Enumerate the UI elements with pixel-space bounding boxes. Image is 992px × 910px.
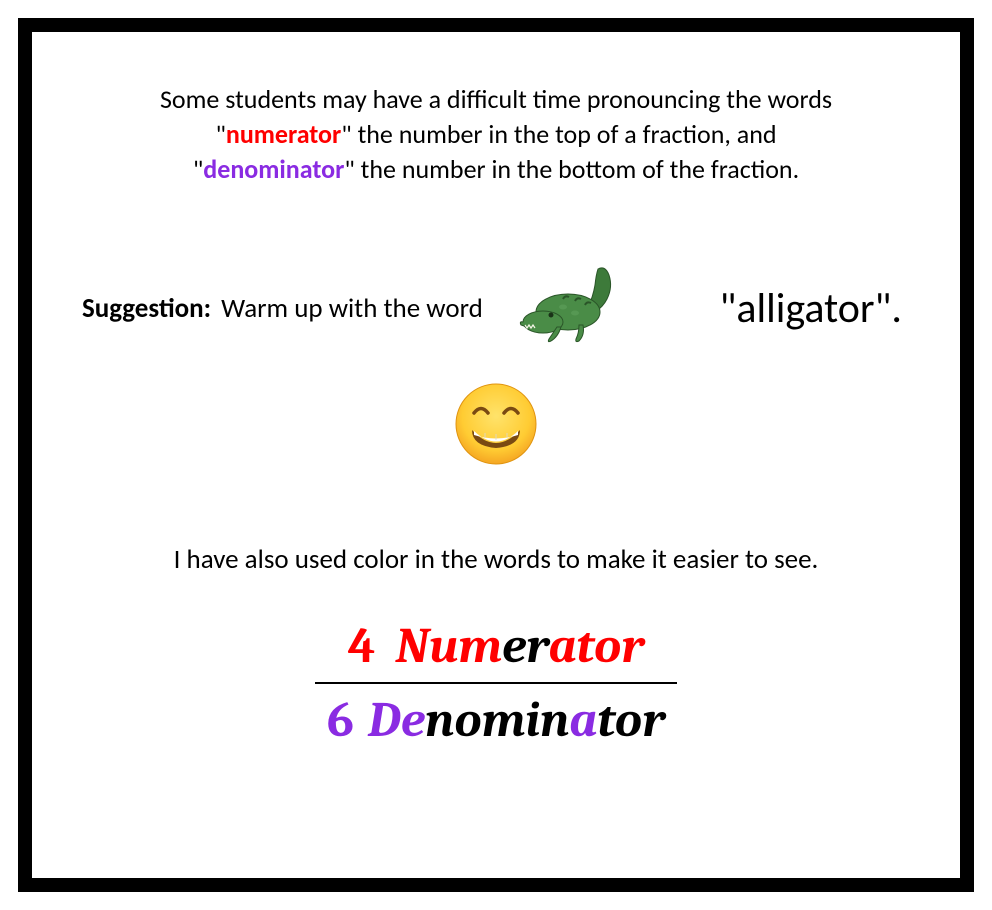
suggestion-label: Suggestion: (82, 292, 211, 325)
color-note: I have also used color in the words to m… (174, 543, 819, 576)
alligator-word: "alligator". (720, 283, 910, 334)
smiley-icon (452, 380, 540, 473)
intro-line2-quote: " (215, 118, 225, 150)
document-frame: Some students may have a difficult time … (18, 18, 974, 892)
intro-line1: Some students may have a difficult time … (160, 83, 832, 115)
intro-line3-quote: " (193, 153, 203, 185)
intro-line3-rest: " the number in the bottom of the fracti… (344, 153, 799, 185)
intro-paragraph: Some students may have a difficult time … (160, 82, 832, 187)
suggestion-text: Warm up with the word (221, 292, 483, 325)
numerator-label: Numerator (396, 617, 645, 675)
numerator-keyword: numerator (226, 118, 341, 150)
alligator-icon (513, 257, 623, 360)
smiley-row (72, 380, 920, 473)
denominator-keyword: denominator (203, 153, 344, 185)
fraction-display: 4 Numerator 6Denominator (315, 616, 677, 750)
denominator-value: 6 (327, 691, 354, 749)
numerator-value: 4 (348, 617, 376, 675)
fraction-denominator-row: 6Denominator (315, 684, 677, 750)
denominator-label: Denominator (368, 691, 665, 749)
intro-line2-rest: " the number in the top of a fraction, a… (341, 118, 776, 150)
suggestion-row: Suggestion: Warm up with the word (72, 257, 920, 360)
fraction-numerator-row: 4 Numerator (336, 616, 656, 682)
